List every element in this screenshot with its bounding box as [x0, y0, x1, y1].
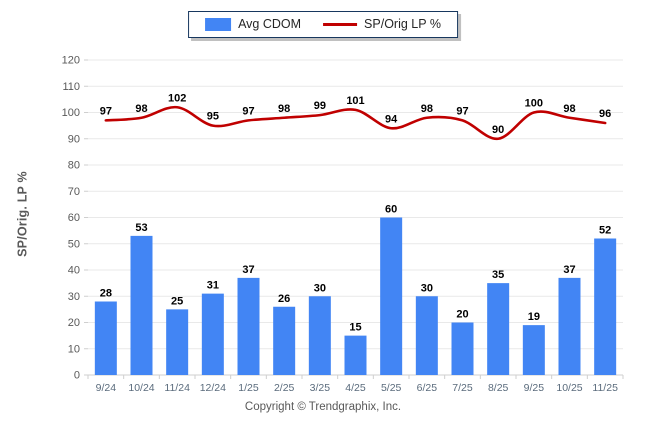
legend-line-swatch-icon [323, 22, 358, 26]
svg-text:3/25: 3/25 [310, 382, 331, 394]
svg-text:97: 97 [456, 105, 468, 117]
svg-text:70: 70 [68, 186, 80, 198]
svg-text:10: 10 [68, 343, 80, 355]
svg-text:95: 95 [207, 111, 219, 123]
svg-text:98: 98 [278, 103, 290, 115]
legend-bar-swatch-icon [205, 17, 232, 31]
svg-text:11/24: 11/24 [164, 382, 190, 394]
svg-text:98: 98 [563, 103, 575, 115]
svg-text:101: 101 [346, 95, 364, 107]
svg-text:5/25: 5/25 [381, 382, 402, 394]
svg-text:100: 100 [525, 98, 543, 110]
svg-text:8/25: 8/25 [488, 382, 509, 394]
svg-text:53: 53 [135, 222, 147, 234]
svg-text:10/24: 10/24 [128, 382, 154, 394]
svg-text:4/25: 4/25 [345, 382, 366, 394]
svg-text:11/25: 11/25 [592, 382, 618, 394]
svg-text:120: 120 [62, 55, 80, 67]
svg-text:26: 26 [278, 293, 290, 305]
svg-text:30: 30 [314, 282, 326, 294]
svg-text:20: 20 [68, 317, 80, 329]
svg-text:6/25: 6/25 [417, 382, 438, 394]
svg-text:90: 90 [68, 133, 80, 145]
svg-text:20: 20 [456, 309, 468, 321]
copyright-text: Copyright © Trendgraphix, Inc. [244, 401, 402, 413]
svg-text:97: 97 [242, 105, 254, 117]
svg-text:9/25: 9/25 [524, 382, 545, 394]
svg-text:12/24: 12/24 [200, 382, 226, 394]
svg-text:52: 52 [599, 225, 611, 237]
svg-text:96: 96 [599, 108, 611, 120]
svg-text:50: 50 [68, 238, 80, 250]
legend-label-sp-orig-lp: SP/Orig LP % [364, 17, 441, 31]
svg-text:28: 28 [100, 288, 112, 300]
svg-text:60: 60 [385, 204, 397, 216]
svg-text:102: 102 [168, 92, 186, 104]
svg-text:110: 110 [62, 81, 80, 93]
svg-text:30: 30 [421, 282, 433, 294]
svg-text:100: 100 [62, 107, 80, 119]
svg-text:25: 25 [171, 295, 183, 307]
svg-text:90: 90 [492, 124, 504, 136]
svg-text:31: 31 [207, 280, 219, 292]
svg-text:37: 37 [242, 264, 254, 276]
svg-text:60: 60 [68, 212, 80, 224]
svg-text:40: 40 [68, 265, 80, 277]
svg-text:7/25: 7/25 [452, 382, 473, 394]
svg-text:94: 94 [385, 113, 398, 125]
chart-legend: Avg CDOM SP/Orig LP % [188, 11, 458, 38]
svg-text:10/25: 10/25 [556, 382, 582, 394]
svg-text:35: 35 [492, 269, 504, 281]
svg-text:15: 15 [349, 322, 361, 334]
svg-text:99: 99 [314, 100, 326, 112]
svg-text:30: 30 [68, 291, 80, 303]
legend-label-avg-cdom: Avg CDOM [238, 17, 302, 31]
svg-text:9/24: 9/24 [96, 382, 117, 394]
svg-text:97: 97 [100, 105, 112, 117]
svg-text:98: 98 [421, 103, 433, 115]
svg-text:2/25: 2/25 [274, 382, 295, 394]
svg-text:98: 98 [135, 103, 147, 115]
svg-text:80: 80 [68, 160, 80, 172]
svg-text:0: 0 [74, 370, 80, 382]
svg-text:37: 37 [563, 264, 575, 276]
svg-text:19: 19 [528, 311, 540, 323]
svg-text:1/25: 1/25 [238, 382, 259, 394]
